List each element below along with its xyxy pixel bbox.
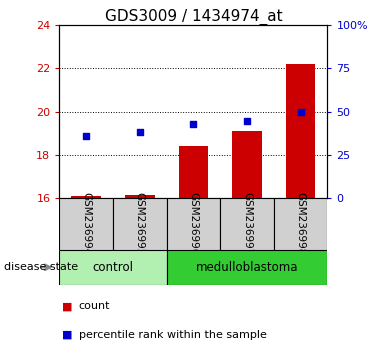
Bar xyxy=(178,146,208,198)
Text: GSM236996: GSM236996 xyxy=(188,192,198,256)
Bar xyxy=(232,131,262,198)
Bar xyxy=(113,198,167,250)
Text: control: control xyxy=(92,261,134,274)
Title: GDS3009 / 1434974_at: GDS3009 / 1434974_at xyxy=(105,8,282,25)
Bar xyxy=(167,198,220,250)
Text: disease state: disease state xyxy=(4,262,78,272)
Point xyxy=(83,133,89,139)
Text: ■: ■ xyxy=(62,301,72,311)
Point xyxy=(298,109,304,114)
Bar xyxy=(220,198,274,250)
Point xyxy=(137,130,143,135)
Text: GSM236994: GSM236994 xyxy=(81,192,91,256)
Bar xyxy=(71,196,101,198)
Text: GSM236995: GSM236995 xyxy=(135,192,145,256)
Text: percentile rank within the sample: percentile rank within the sample xyxy=(79,330,267,339)
Bar xyxy=(274,198,327,250)
Bar xyxy=(167,250,327,285)
Bar xyxy=(286,64,315,198)
Bar xyxy=(59,250,167,285)
Bar xyxy=(59,198,113,250)
Text: GSM236997: GSM236997 xyxy=(242,192,252,256)
Bar xyxy=(125,195,154,198)
Point xyxy=(190,121,196,126)
Point xyxy=(244,118,250,124)
Text: ■: ■ xyxy=(62,330,72,339)
Text: GSM236998: GSM236998 xyxy=(296,192,306,256)
Text: medulloblastoma: medulloblastoma xyxy=(196,261,298,274)
Text: count: count xyxy=(79,301,110,311)
